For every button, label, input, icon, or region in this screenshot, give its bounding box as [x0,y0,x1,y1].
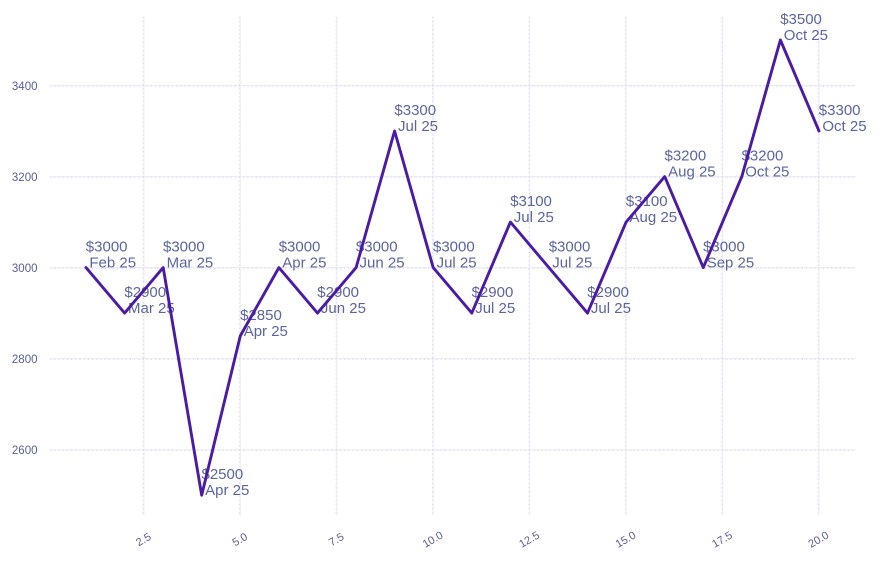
svg-text:$3000: $3000 [86,239,128,256]
svg-text:$2900: $2900 [317,284,359,301]
svg-text:Apr 25: Apr 25 [205,482,249,499]
svg-text:Apr 25: Apr 25 [244,323,288,340]
svg-text:Sep 25: Sep 25 [707,255,755,272]
svg-text:$3100: $3100 [510,193,552,210]
svg-text:$2500: $2500 [202,466,244,483]
svg-text:$3500: $3500 [780,11,822,28]
svg-text:Jun 25: Jun 25 [321,300,366,317]
svg-text:Jul 25: Jul 25 [437,255,477,272]
svg-text:Jul 25: Jul 25 [475,300,515,317]
svg-text:$3200: $3200 [742,148,784,165]
svg-text:$3300: $3300 [394,102,436,119]
svg-text:Aug 25: Aug 25 [630,209,678,226]
svg-text:$3000: $3000 [163,239,205,256]
svg-text:Aug 25: Aug 25 [668,164,716,181]
svg-text:Mar 25: Mar 25 [167,255,214,272]
svg-text:Jul 25: Jul 25 [552,255,592,272]
svg-text:Oct 25: Oct 25 [822,118,866,135]
svg-text:Oct 25: Oct 25 [745,164,789,181]
svg-text:$2850: $2850 [240,307,282,324]
svg-text:$3200: $3200 [665,148,707,165]
svg-text:$3100: $3100 [626,193,668,210]
svg-text:Mar 25: Mar 25 [128,300,175,317]
svg-text:$3000: $3000 [433,239,475,256]
svg-text:2600: 2600 [12,445,38,457]
svg-text:$3300: $3300 [819,102,861,119]
svg-text:3200: 3200 [12,172,38,184]
svg-text:Jul 25: Jul 25 [514,209,554,226]
svg-text:2800: 2800 [12,354,38,366]
svg-text:$2900: $2900 [124,284,166,301]
svg-text:Apr 25: Apr 25 [282,255,326,272]
svg-text:Jun 25: Jun 25 [360,255,405,272]
svg-text:3400: 3400 [12,81,38,93]
svg-text:$3000: $3000 [356,239,398,256]
svg-text:Feb 25: Feb 25 [89,255,136,272]
svg-text:3000: 3000 [12,263,38,275]
svg-text:$3000: $3000 [279,239,321,256]
svg-text:Jul 25: Jul 25 [591,300,631,317]
svg-text:Jul 25: Jul 25 [398,118,438,135]
svg-text:$3000: $3000 [549,239,591,256]
svg-text:Oct 25: Oct 25 [784,27,828,44]
